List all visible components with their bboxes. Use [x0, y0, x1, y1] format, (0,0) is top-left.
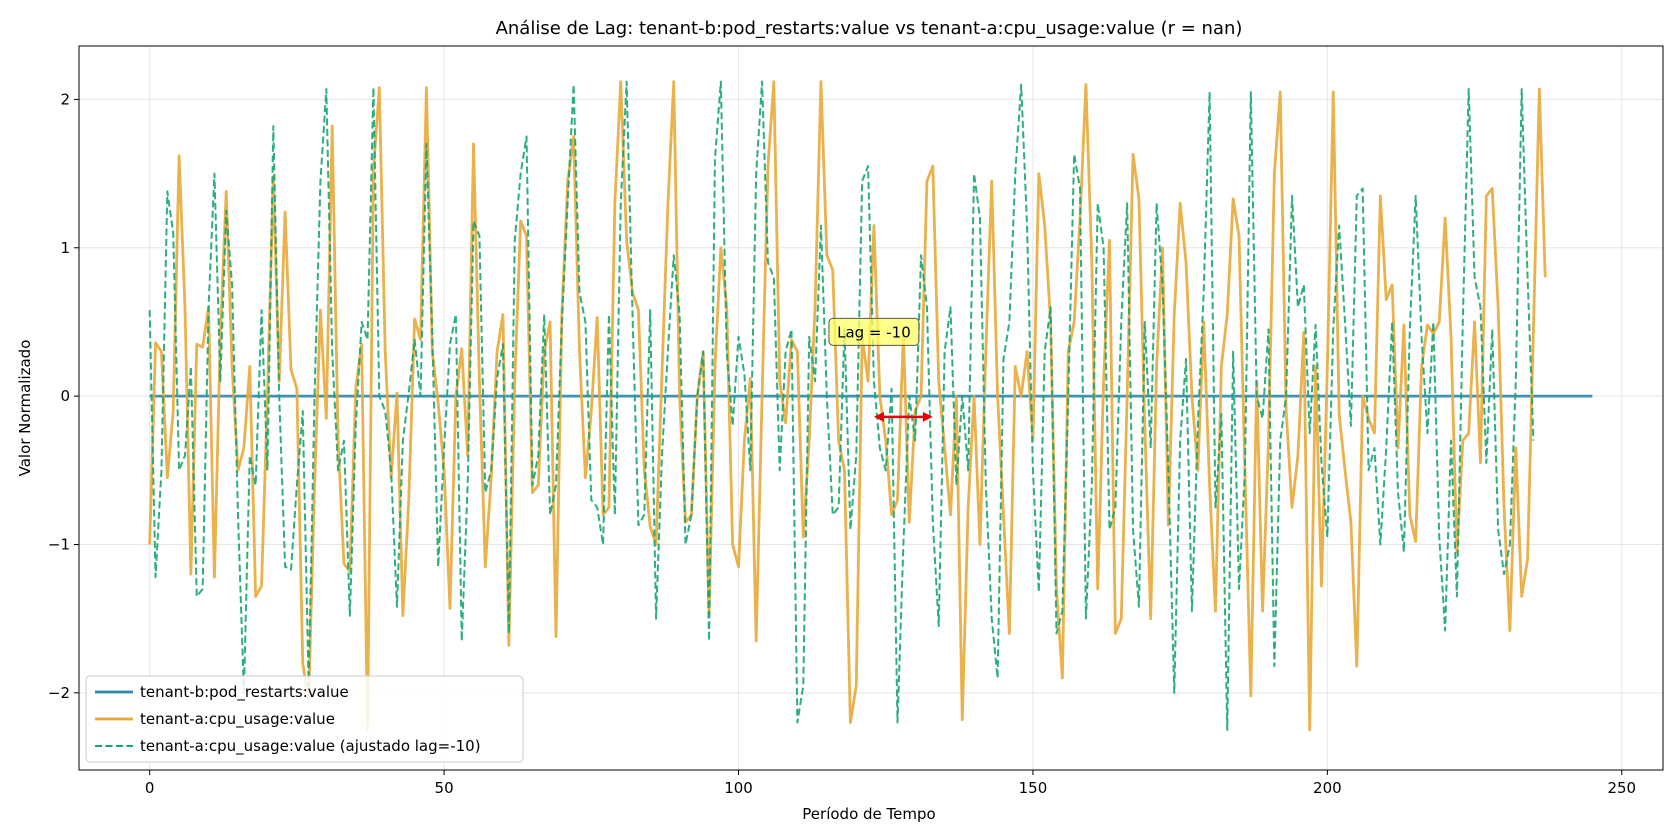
lag-arrow-head-right: [922, 411, 933, 422]
series-layer: [148, 80, 1593, 732]
legend-box: [85, 675, 524, 763]
x-axis-label: Período de Tempo: [802, 805, 935, 823]
legend-label-3: tenant-a:cpu_usage:value (ajustado lag=-…: [140, 737, 481, 756]
legend: tenant-b:pod_restarts:value tenant-a:cpu_…: [85, 675, 524, 763]
series-line-3: [148, 80, 1535, 731]
y-tick-label: −1: [48, 535, 70, 553]
y-tick-label: 0: [60, 387, 70, 405]
ticks: 0 50 100 150 200 250 −2 −1 0 1 2: [48, 90, 1636, 797]
x-tick-label: 100: [724, 779, 753, 797]
legend-label-2: tenant-a:cpu_usage:value: [140, 710, 335, 729]
axes-frame: [78, 45, 1664, 771]
lag-label-box: [828, 317, 920, 346]
x-tick-label: 50: [435, 779, 454, 797]
y-axis-label: Valor Normalizado: [16, 340, 34, 477]
x-tick-label: 0: [145, 779, 155, 797]
lag-label: Lag = -10: [837, 323, 911, 341]
y-tick-label: 2: [60, 90, 70, 108]
series-line-2: [148, 80, 1547, 732]
x-tick-label: 150: [1019, 779, 1048, 797]
x-tick-label: 250: [1607, 779, 1636, 797]
lag-arrow-head-left: [873, 411, 884, 422]
y-tick-label: −2: [48, 684, 70, 702]
legend-label-1: tenant-b:pod_restarts:value: [140, 683, 349, 702]
chart-title: Análise de Lag: tenant-b:pod_restarts:va…: [496, 18, 1243, 39]
x-tick-label: 200: [1313, 779, 1342, 797]
y-tick-label: 1: [60, 239, 70, 257]
lag-annotation: Lag = -10: [828, 317, 933, 422]
